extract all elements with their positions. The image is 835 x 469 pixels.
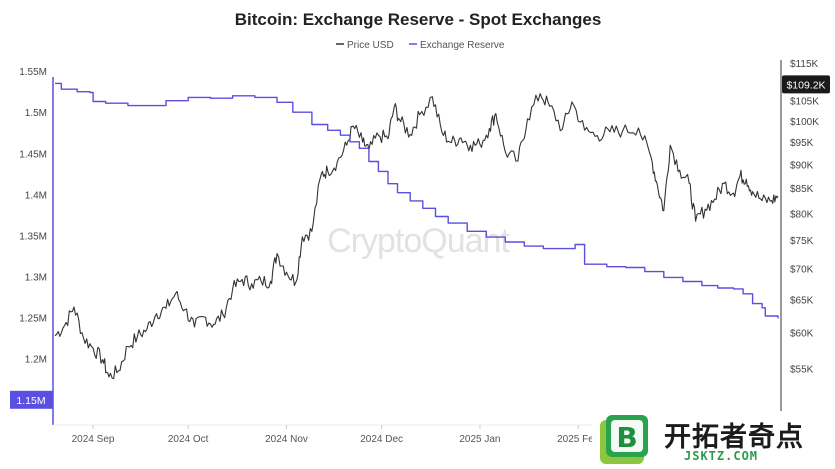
right-tick-label: $95K <box>790 138 814 149</box>
right-tick-label: $90K <box>790 161 814 172</box>
left-axis-ticks: 1.55M 1.5M 1.45M 1.4M 1.35M 1.3M 1.25M 1.2M <box>19 67 47 366</box>
right-tick-label: $60K <box>790 328 814 339</box>
right-tick-label: $80K <box>790 209 814 220</box>
x-tick-label: 2024 Dec <box>360 434 403 445</box>
left-tick-label: 1.55M <box>19 67 47 78</box>
right-tick-label: $65K <box>790 295 814 306</box>
reserve-badge-label: 1.15M <box>16 395 45 407</box>
chart-title: Bitcoin: Exchange Reserve - Spot Exchang… <box>235 10 602 29</box>
x-tick-label: 2025 Feb <box>557 434 600 445</box>
left-tick-label: 1.2M <box>25 355 47 366</box>
left-tick-label: 1.35M <box>19 231 47 242</box>
right-tick-label: $105K <box>790 97 819 108</box>
x-tick-label: 2025 Jan <box>459 434 500 445</box>
badge-site-url[interactable]: JSKTZ.COM <box>684 449 759 463</box>
right-axis-ticks: $115K$110K$105K$100K$95K$90K$85K$80K$75K… <box>790 59 819 376</box>
price-current-badge: $109.2K <box>782 75 830 94</box>
right-tick-label: $115K <box>790 59 819 70</box>
badge-site-name: 开拓者奇点 <box>664 422 804 453</box>
legend[interactable]: Price USD Exchange Reserve <box>336 40 505 51</box>
right-tick-label: $75K <box>790 236 814 247</box>
watermark: CryptoQuant <box>327 222 510 260</box>
right-tick-label: $55K <box>790 365 814 376</box>
left-tick-label: 1.3M <box>25 273 47 284</box>
x-tick-label: 2024 Oct <box>168 434 209 445</box>
price-badge-bg <box>782 75 830 94</box>
left-tick-label: 1.45M <box>19 149 47 160</box>
reserve-badge-bg <box>10 390 53 409</box>
svg-text:B: B <box>616 421 637 454</box>
legend-label-price[interactable]: Price USD <box>347 40 394 51</box>
left-tick-label: 1.25M <box>19 314 47 325</box>
right-tick-label: $85K <box>790 184 814 195</box>
x-tick-label: 2024 Nov <box>265 434 308 445</box>
site-badge[interactable]: B 开拓者奇点 JSKTZ.COM <box>592 411 835 469</box>
series-reserve-line[interactable] <box>55 82 779 319</box>
right-tick-label: $70K <box>790 265 814 276</box>
x-tick-label: 2024 Sep <box>72 434 115 445</box>
jsktz-logo-icon: B <box>600 415 648 464</box>
price-badge-label: $109.2K <box>786 79 825 91</box>
reserve-current-badge: 1.15M <box>10 390 53 409</box>
series-price-line[interactable] <box>54 93 779 380</box>
legend-label-reserve[interactable]: Exchange Reserve <box>420 40 505 51</box>
left-tick-label: 1.4M <box>25 190 47 201</box>
right-tick-label: $100K <box>790 117 819 128</box>
left-tick-label: 1.5M <box>25 108 47 119</box>
